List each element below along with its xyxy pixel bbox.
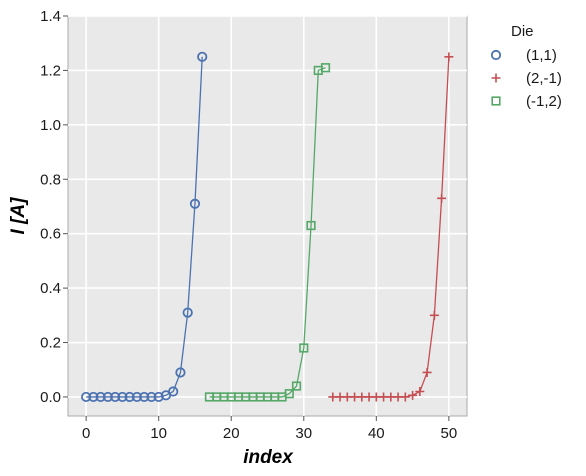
y-tick-label: 0.2 [40,335,61,352]
legend-label: (-1,2) [526,93,562,110]
x-tick-label: 20 [223,425,240,442]
x-tick-label: 30 [295,425,312,442]
plot-area [67,15,468,417]
data-point [175,367,186,378]
data-point [189,198,201,209]
y-tick-label: 0.4 [40,280,61,297]
x-axis: 0 10 20 30 40 50 [82,416,457,442]
series-0 [81,51,208,403]
x-tick-label: 0 [82,425,90,442]
data-point [429,310,439,320]
data-point [306,220,316,231]
data-point [291,381,302,391]
y-tick-label: 0.6 [40,226,61,243]
data-point [131,391,143,403]
data-point [124,391,135,403]
legend-marker [491,96,501,106]
x-tick-label: 50 [441,425,458,442]
legend-marker [491,73,501,83]
legend-marker [490,49,502,61]
data-point [299,343,309,353]
data-point [182,307,193,318]
data-point [102,391,114,403]
y-axis: 0.0 0.2 0.4 0.6 0.8 1.0 1.2 1.4 [40,8,68,406]
y-tick-label: 1.0 [40,117,61,134]
data-point [437,193,447,203]
data-point [400,392,410,402]
data-point [139,391,150,403]
legend-label: (2,-1) [526,70,562,87]
x-tick-label: 40 [368,425,385,442]
data-point [117,391,128,403]
legend: Die (1,1) (2,-1) (-1,2) [490,23,562,110]
data-point [408,390,418,400]
series-1 [328,52,454,402]
data-point [320,63,331,73]
grid [68,15,467,416]
data-point [444,52,454,62]
series-line [209,67,326,398]
legend-title: Die [511,23,534,40]
x-axis-title: index [243,447,294,468]
series-group [81,51,454,403]
y-tick-label: 1.4 [40,8,61,25]
data-point [284,389,294,399]
y-tick-label: 0.0 [40,389,61,406]
data-point [95,391,106,403]
y-tick-label: 1.2 [40,62,61,79]
data-point [88,391,99,403]
data-point [110,391,121,403]
y-tick-label: 0.8 [40,171,61,188]
legend-label: (1,1) [526,47,557,64]
data-point [197,51,208,62]
x-tick-label: 10 [150,425,167,442]
data-point [168,386,179,397]
data-point [422,367,432,377]
y-axis-title: I [A] [8,197,29,235]
series-2 [204,63,331,402]
data-point [146,391,157,403]
data-point [81,391,92,403]
data-point [415,387,425,397]
